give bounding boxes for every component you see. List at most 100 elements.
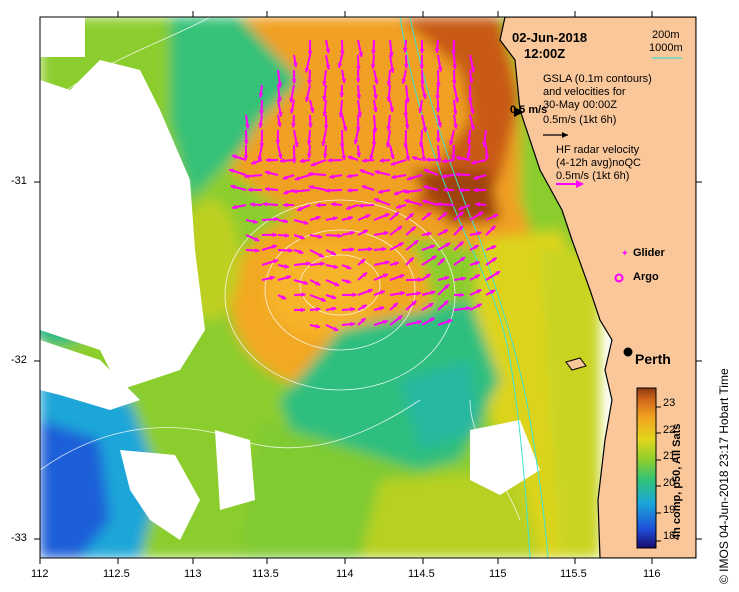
hf-vector-head [437,122,442,128]
hf-vector-head [292,62,298,68]
hf-vector-head [322,111,328,117]
legend-gsla-3: 30-May 00:00Z [543,99,617,111]
hf-vector-head [244,139,249,145]
hf-vector-head [291,79,297,84]
hf-vector-head [320,297,327,302]
hf-vector-head [304,67,310,73]
hf-vector-head [403,189,409,194]
hf-vector-head [369,154,374,161]
colorbar-tick: 18 [663,530,676,543]
hf-vector-head [478,211,484,217]
hf-vector-head [397,225,403,231]
hf-vector-head [406,176,412,181]
hf-vector-head [333,264,339,269]
hf-vector-head [452,110,458,116]
hf-vector-head [469,109,475,115]
hf-vector-head [493,214,499,219]
hf-vector-head [419,49,425,54]
hf-vector-head [411,156,417,161]
x-tick-112-5: 112.5 [103,568,130,580]
hf-vector-head [347,155,353,161]
hf-vector-head [404,199,410,204]
x-tick-115: 115 [489,568,507,580]
legend-hf-2: (4-12h avg)noQC [556,157,641,169]
hf-vector-head [495,271,501,276]
hf-vector-head [423,169,429,174]
hf-vector-head [355,127,361,132]
hf-vector-head [304,97,310,103]
hf-vector-head [284,233,290,238]
hf-vector-head [321,141,326,147]
hf-vector-head [322,81,327,87]
hf-vector-head [390,154,395,160]
hf-vector-head [367,288,374,294]
hf-vector-head [315,215,322,221]
hf-vector-head [247,187,253,193]
hf-vector-head [468,78,474,84]
hf-vector-head [384,213,390,218]
hf-vector-head [331,294,337,300]
colorbar-tick: 19 [663,503,676,516]
hf-vector-head [334,281,340,287]
hf-vector-head [277,111,283,118]
hf-vector-head [391,174,397,180]
hf-vector-head [361,304,367,310]
hf-vector-head [257,156,263,162]
hf-vector-head [422,127,428,133]
hf-vector-head [346,187,352,193]
map-date: 02-Jun-2018 [512,30,588,45]
hf-vector-head [294,176,300,181]
hf-vector-head [315,307,321,312]
hf-vector-head [275,140,281,146]
hf-vector-head [315,323,321,329]
hf-vector-head [425,273,431,279]
hf-vector-head [436,157,442,163]
hf-vector-head [474,202,481,207]
hf-vector-head [279,158,285,164]
hf-vector-head [341,155,346,161]
hf-vector-head [289,97,294,104]
hf-vector-head [419,64,425,70]
hf-vector-head [288,248,294,253]
x-axis [39,11,653,564]
hf-vector-head [264,186,270,192]
hf-vector-head [384,260,391,265]
hf-vector-head [340,50,345,56]
hf-vector-head [358,52,364,58]
hf-vector-head [373,94,378,100]
colorbar-tick: 20 [663,477,676,489]
hf-vector-head [309,107,315,114]
hf-vector-head [382,319,389,325]
hf-vector-head [272,232,278,238]
hf-vector-head [299,234,306,240]
hf-vector-head [393,261,400,266]
hf-vector-head [465,306,472,311]
hf-vector-head [423,185,429,190]
vector-scale-label: 0.5 m/s [510,104,548,116]
hf-vector-head [386,96,392,102]
hf-vector-head [426,212,432,218]
hf-vector-head [282,175,288,180]
hf-vector-head [308,123,313,129]
colorbar-title: 4h comp, p50, All Sats [671,423,683,540]
hf-vector-head [460,256,466,262]
hf-vector-head [404,124,410,130]
hf-vector-head [331,306,337,312]
hf-vector-head [315,202,321,208]
hf-vector-head [416,320,423,325]
hf-vector-head [299,158,305,164]
hf-vector-head [381,246,387,252]
hf-vector-head [350,321,356,327]
hf-vector-head [390,161,396,166]
hf-vector-head [418,142,424,148]
hf-vector-head [346,278,352,284]
legend-glider: Glider [633,247,665,259]
hf-vector-head [243,173,249,179]
hf-vector-head [282,189,289,195]
hf-vector-head [371,50,376,56]
hf-vector-head [330,250,337,255]
hf-vector-head [451,50,457,56]
hf-vector-head [476,289,482,294]
hf-vector-head [324,188,330,193]
hf-vector-head [258,123,264,129]
